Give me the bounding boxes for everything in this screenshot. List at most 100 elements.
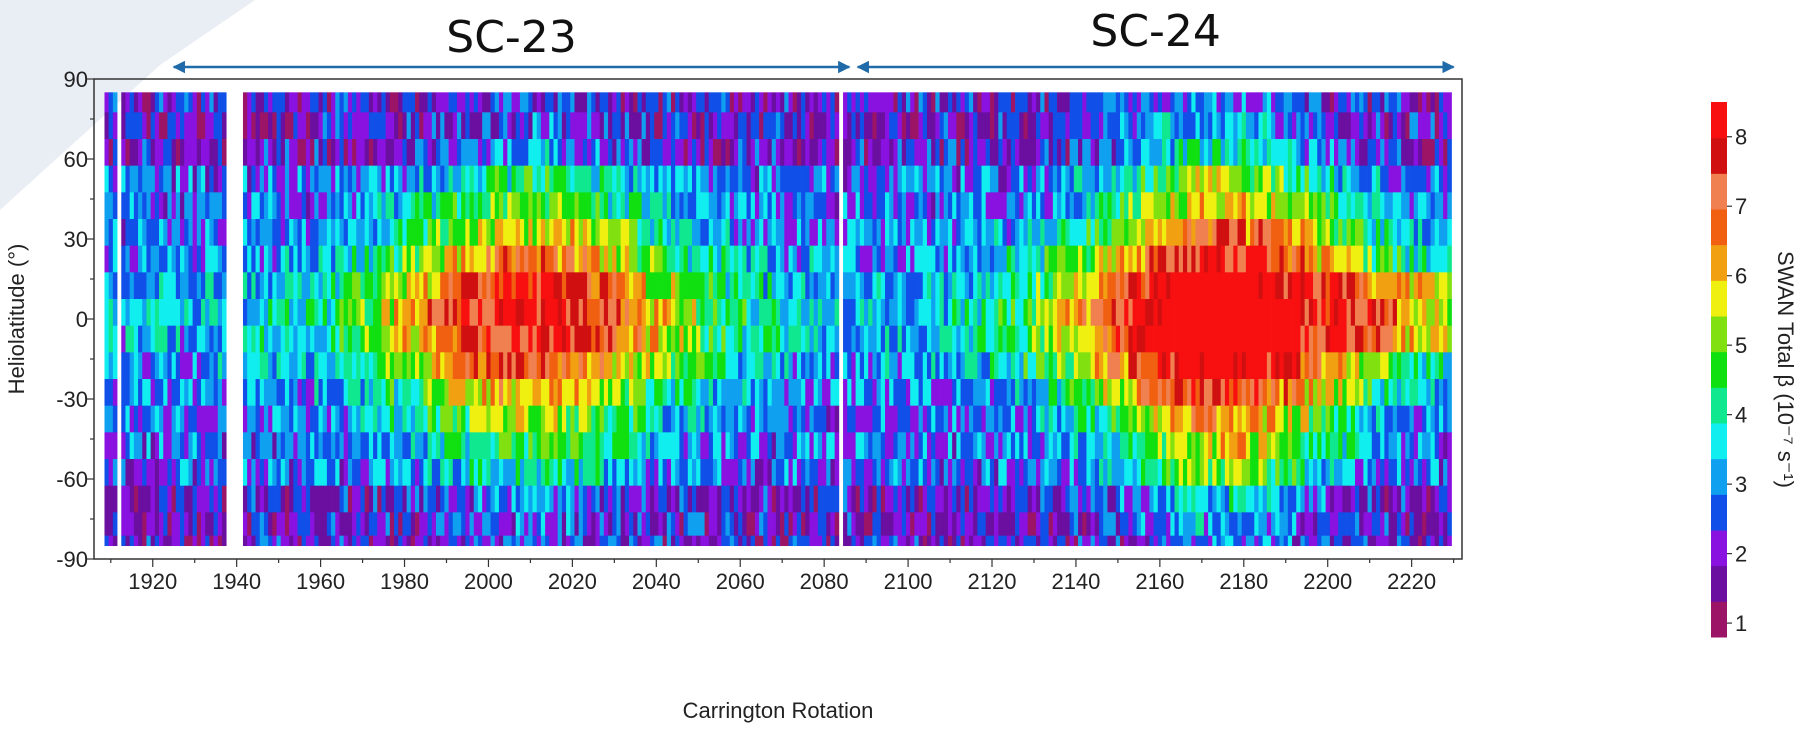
heatmap-cell: [759, 299, 764, 327]
heatmap-cell: [801, 272, 806, 300]
heatmap-cell: [1195, 165, 1201, 193]
heatmap-cell: [830, 352, 835, 380]
heatmap-cell: [901, 245, 907, 273]
heatmap-cell: [423, 219, 428, 247]
heatmap-cell: [939, 272, 945, 300]
heatmap-cell: [1245, 512, 1251, 537]
heatmap-cell: [154, 272, 160, 300]
heatmap-cell: [759, 192, 764, 220]
heatmap-cell: [1224, 245, 1230, 273]
heatmap-cell: [293, 325, 298, 353]
heatmap-cell: [305, 192, 311, 220]
heatmap-cell: [1069, 92, 1075, 113]
heatmap-cell: [524, 379, 529, 407]
heatmap-cell: [847, 485, 852, 513]
heatmap-cell: [964, 272, 970, 300]
heatmap-cell: [616, 405, 621, 433]
heatmap-cell: [599, 432, 605, 460]
heatmap-cell: [415, 219, 420, 247]
heatmap-cell: [545, 325, 550, 353]
heatmap-cell: [557, 192, 563, 220]
heatmap-cell: [1036, 485, 1041, 513]
heatmap-cell: [150, 219, 156, 247]
heatmap-cell: [1245, 245, 1251, 273]
heatmap-cell: [1262, 432, 1268, 460]
heatmap-cell: [998, 459, 1003, 487]
heatmap-cell: [1254, 272, 1259, 300]
heatmap-cell: [994, 512, 999, 537]
heatmap-cell: [377, 405, 382, 433]
heatmap-cell: [847, 352, 852, 380]
heatmap-cell: [1027, 485, 1033, 513]
heatmap-cell: [184, 245, 189, 273]
heatmap-cell: [914, 192, 919, 220]
heatmap-cell: [981, 139, 987, 167]
heatmap-cell: [1266, 92, 1272, 113]
heatmap-cell: [876, 219, 882, 247]
heatmap-cell: [524, 459, 529, 487]
heatmap-cell: [750, 219, 756, 247]
heatmap-cell: [935, 432, 940, 460]
heatmap-cell: [557, 512, 563, 537]
heatmap-cell: [805, 325, 810, 353]
heatmap-cell: [129, 432, 135, 460]
heatmap-cell: [125, 165, 131, 193]
heatmap-cell: [394, 219, 399, 247]
heatmap-cell: [448, 325, 454, 353]
heatmap-cell: [549, 379, 554, 407]
heatmap-cell: [851, 139, 856, 167]
heatmap-cell: [150, 535, 156, 547]
heatmap-cell: [666, 459, 672, 487]
heatmap-cell: [658, 299, 663, 327]
heatmap-cell: [1078, 325, 1083, 353]
heatmap-cell: [1199, 245, 1205, 273]
heatmap-cell: [301, 459, 307, 487]
heatmap-cell: [1153, 245, 1159, 273]
heatmap-cell: [133, 379, 139, 407]
heatmap-cell: [1203, 512, 1209, 537]
heatmap-cell: [952, 352, 957, 380]
heatmap-cell: [1111, 379, 1117, 407]
heatmap-cell: [1149, 432, 1154, 460]
heatmap-cell: [448, 352, 454, 380]
heatmap-cell: [1287, 535, 1293, 547]
heatmap-cell: [691, 219, 697, 247]
heatmap-cell: [733, 535, 739, 547]
heatmap-cell: [1124, 165, 1129, 193]
heatmap-cell: [1069, 432, 1075, 460]
heatmap-cell: [1166, 535, 1171, 547]
heatmap-cell: [175, 192, 181, 220]
heatmap-cell: [725, 512, 731, 537]
heatmap-cell: [339, 512, 345, 537]
heatmap-cell: [855, 192, 861, 220]
heatmap-cell: [918, 405, 924, 433]
heatmap-cell: [360, 512, 366, 537]
heatmap-cell: [1090, 272, 1096, 300]
heatmap-cell: [381, 272, 386, 300]
heatmap-cell: [956, 219, 961, 247]
heatmap-cell: [796, 485, 802, 513]
heatmap-cell: [423, 92, 428, 113]
heatmap-cell: [956, 192, 961, 220]
heatmap-cell: [725, 405, 731, 433]
heatmap-cell: [994, 352, 999, 380]
heatmap-cell: [1157, 219, 1163, 247]
heatmap-cell: [1216, 379, 1222, 407]
heatmap-cell: [1224, 405, 1230, 433]
heatmap-cell: [528, 219, 533, 247]
heatmap-cell: [175, 219, 181, 247]
heatmap-cell: [603, 139, 609, 167]
heatmap-cell: [746, 325, 752, 353]
heatmap-cell: [1283, 192, 1289, 220]
heatmap-cell: [566, 92, 571, 113]
heatmap-cell: [880, 352, 886, 380]
heatmap-cell: [293, 512, 298, 537]
heatmap-cell: [775, 245, 781, 273]
heatmap-cell: [305, 245, 311, 273]
heatmap-cell: [1036, 352, 1041, 380]
heatmap-cell: [196, 379, 202, 407]
heatmap-cell: [1208, 459, 1213, 487]
heatmap-cell: [931, 512, 936, 537]
heatmap-cell: [1136, 352, 1142, 380]
heatmap-cell: [1040, 405, 1045, 433]
